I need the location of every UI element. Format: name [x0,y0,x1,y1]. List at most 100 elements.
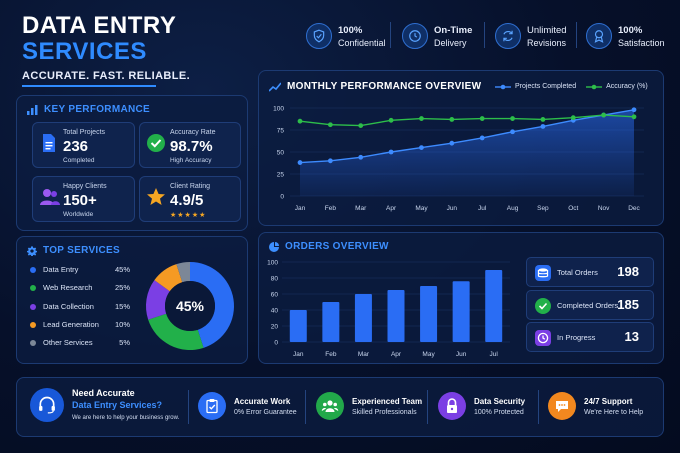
service-percent: 10% [114,319,130,329]
x-tick-label: Jan [295,205,306,212]
x-tick-label: Nov [598,205,610,212]
services-donut-chart: 45% [146,262,234,350]
kpi-value: 98.7% [170,138,213,155]
kpi-sub: High Accuracy [170,157,212,164]
service-row: Data Collection 15% [30,301,130,313]
divider [484,22,485,48]
stat-in-progress: In Progress 13 [526,322,654,352]
badge-unlimited: Unlimited Revisions [495,20,567,52]
service-percent: 5% [119,338,130,348]
kpi-label: Accuracy Rate [170,129,216,136]
service-row: Lead Generation 10% [30,319,130,331]
legend-dot [30,285,36,292]
service-name: Web Research [43,283,93,293]
projects-point [449,140,455,146]
projects-point [631,107,637,113]
badge-bold: 100% [338,24,363,36]
x-tick-label: May [422,351,435,358]
accuracy-point [419,116,424,121]
kpi-value: 236 [63,138,89,155]
divider [188,390,189,424]
x-tick-label: Mar [358,351,370,358]
divider [427,390,428,424]
refresh-icon [495,23,521,49]
service-row: Data Entry 45% [30,264,130,276]
star-icon [146,187,166,207]
kpi-value: 4.9/5 [170,192,204,209]
projects-point [297,160,303,165]
feature-subtitle: 0% Error Guarantee [234,409,297,416]
x-tick-label: Sep [537,205,549,212]
projects-line [299,109,635,164]
y-tick-label: 75 [277,128,285,135]
key-performance-panel: KEY PERFORMANCE Total Projects 236 Compl… [16,95,248,231]
service-name: Data Entry [43,265,79,274]
y-tick-label: 100 [273,106,284,113]
section-title: KEY PERFORMANCE [44,104,150,115]
divider [538,390,539,424]
badge-bold: 100% [618,24,643,36]
legend-dot [30,340,36,347]
tagline-underline [22,85,156,87]
service-percent: 45% [114,265,130,274]
cta-title: Need Accurate [72,388,135,398]
pie-chart-icon [269,241,279,252]
page-title-line1: DATA ENTRY [22,12,177,39]
divider [305,390,306,424]
kpi-card-happy-clients: Happy Clients 150+ Worldwide [32,176,135,222]
accuracy-point [631,114,637,120]
y-tick-label: 0 [280,194,284,201]
accuracy-line [299,114,635,127]
service-name: Data Collection [43,301,94,311]
order-bar [289,310,307,342]
accuracy-point [358,123,364,128]
x-tick-label: Jul [478,205,487,212]
legend-dot [30,267,36,273]
accuracy-point [388,117,394,123]
y-tick-label: 0 [274,340,278,347]
legend-projects: Projects Completed [515,83,577,90]
projects-point [510,129,515,135]
award-ribbon-icon [586,23,612,49]
accuracy-point [449,117,455,122]
feature-title: Data Security [474,397,526,406]
kpi-label: Happy Clients [63,183,107,190]
cta-subtitle: We are here to help your business grow. [72,415,180,421]
divider [390,22,391,48]
section-title: TOP SERVICES [43,245,120,256]
x-tick-label: Feb [325,351,337,358]
x-tick-label: Apr [386,205,397,212]
order-bar [420,286,438,342]
feature-subtitle: Skilled Professionals [352,409,417,416]
projects-point [327,158,333,164]
donut-center-label: 45% [176,298,205,314]
service-name: Other Services [43,338,93,348]
order-bar [322,302,340,342]
stat-value: 198 [617,264,639,279]
x-tick-label: Feb [325,205,337,212]
team-icon [316,392,344,420]
bar-chart-icon [27,104,38,115]
cta-highlight[interactable]: Data Entry Services? [72,400,163,410]
stat-label: In Progress [557,333,596,342]
monthly-line-chart: 0 25 50 75 100 Jan Feb Mar Apr May Jun Jul Aug Sep Oct… [273,106,644,212]
x-tick-label: Apr [391,351,402,358]
x-tick-label: Mar [355,205,367,212]
y-tick-label: 20 [271,324,279,331]
donut-hole [165,281,215,331]
donut-slice [148,313,204,350]
headset-icon [30,388,64,422]
order-bar [354,294,372,342]
badge-bold: On-Time [434,24,473,36]
page-title-line2: SERVICES [22,38,147,65]
kpi-card-total-projects: Total Projects 236 Completed [32,122,135,168]
kpi-sub: Worldwide [63,211,94,218]
x-tick-label: Oct [568,205,578,212]
badge-text: Delivery [434,37,467,48]
y-tick-label: 25 [277,172,285,179]
x-tick-label: Aug [507,205,519,212]
accuracy-point [297,118,303,124]
clock-icon [535,330,551,346]
stat-label: Completed Orders [557,301,619,310]
section-title: ORDERS OVERVIEW [285,241,389,252]
